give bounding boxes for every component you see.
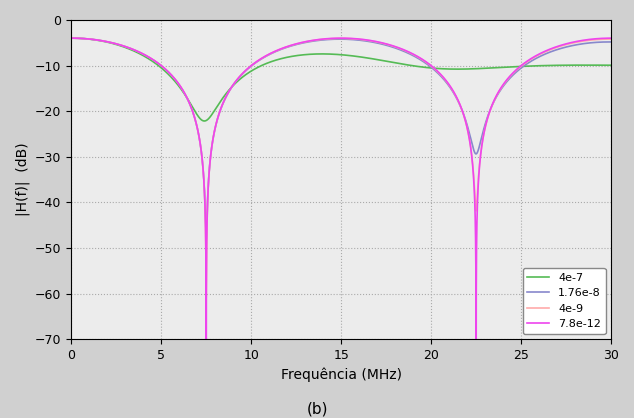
- 4e-9: [600, 37, 607, 42]
- 1.76e-8: [552, 48, 559, 53]
- 1.76e-8: [607, 39, 615, 44]
- Line: 1.76e-8: 1.76e-8: [72, 38, 611, 239]
- 4e-9: [202, 295, 210, 300]
- Line: 4e-7: 4e-7: [72, 38, 611, 121]
- 4e-7: [607, 63, 615, 68]
- 4e-7: [606, 63, 614, 68]
- 4e-9: [68, 36, 75, 41]
- 4e-7: [536, 63, 544, 68]
- 1.76e-8: [606, 39, 614, 44]
- 1.76e-8: [68, 36, 75, 41]
- Line: 4e-9: 4e-9: [72, 38, 611, 298]
- Legend: 4e-7, 1.76e-8, 4e-9, 7.8e-12: 4e-7, 1.76e-8, 4e-9, 7.8e-12: [522, 268, 605, 334]
- 1.76e-8: [412, 55, 420, 60]
- 1.76e-8: [202, 237, 210, 242]
- 7.8e-12: [310, 38, 318, 43]
- 4e-9: [310, 38, 318, 43]
- 7.8e-12: [600, 36, 607, 41]
- 1.76e-8: [536, 54, 544, 59]
- 4e-9: [536, 51, 544, 56]
- X-axis label: Frequência (MHz): Frequência (MHz): [281, 367, 402, 382]
- 7.8e-12: [412, 53, 420, 58]
- 4e-7: [310, 51, 318, 56]
- 4e-7: [600, 63, 607, 68]
- Y-axis label: |H(f)|  (dB): |H(f)| (dB): [15, 143, 30, 217]
- 4e-9: [412, 54, 420, 59]
- Text: (b): (b): [306, 402, 328, 417]
- 7.8e-12: [606, 36, 614, 41]
- 4e-7: [552, 63, 559, 68]
- 1.76e-8: [600, 40, 607, 45]
- 7.8e-12: [68, 36, 75, 41]
- 4e-9: [607, 36, 615, 41]
- Line: 7.8e-12: 7.8e-12: [72, 38, 611, 418]
- 7.8e-12: [607, 36, 615, 41]
- 4e-7: [68, 36, 75, 41]
- 1.76e-8: [310, 38, 318, 43]
- 4e-9: [606, 36, 614, 41]
- 4e-7: [200, 118, 208, 123]
- 4e-7: [412, 64, 420, 69]
- 4e-9: [552, 45, 559, 50]
- 7.8e-12: [552, 45, 559, 50]
- 7.8e-12: [536, 51, 544, 56]
